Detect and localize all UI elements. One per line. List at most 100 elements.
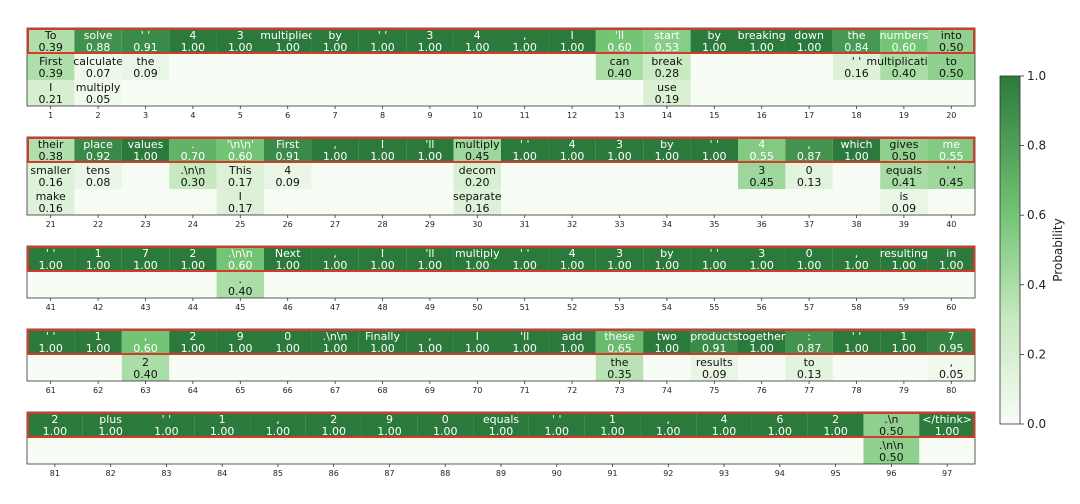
heatmap-cell <box>27 189 75 215</box>
probability-label: 1.00 <box>275 41 300 54</box>
probability-label: 1.00 <box>607 150 632 163</box>
position-tick: 10 <box>472 111 482 120</box>
token-label: 2 <box>832 413 839 426</box>
heatmap-row-2: their0.38smaller0.16make0.1621place0.92t… <box>26 136 976 229</box>
probability-label: 0.70 <box>181 150 206 163</box>
probability-label: 0.40 <box>892 67 917 80</box>
probability-label: 0.16 <box>38 176 63 189</box>
probability-label: 1.00 <box>560 150 585 163</box>
probability-label: 1.00 <box>749 342 774 355</box>
heatmap-cell <box>785 329 833 355</box>
heatmap-cell <box>927 54 975 80</box>
token-label: solve <box>84 29 113 42</box>
heatmap-cell <box>453 189 501 215</box>
probability-label: 1.00 <box>465 259 490 272</box>
token-label: I <box>476 330 479 343</box>
token-label: .\n\n <box>180 164 205 177</box>
token-label: ' ' <box>520 138 530 151</box>
position-tick: 72 <box>567 386 577 395</box>
probability-label: 1.00 <box>939 259 964 272</box>
position-tick: 28 <box>377 220 387 229</box>
probability-label: 1.00 <box>600 425 625 438</box>
heatmap-cell <box>358 28 407 54</box>
probability-label: 1.00 <box>935 425 960 438</box>
heatmap-cell <box>216 163 264 189</box>
position-tick: 41 <box>46 303 56 312</box>
heatmap-cell <box>696 412 752 438</box>
token-label: the <box>610 356 628 369</box>
heatmap-cell <box>927 163 975 189</box>
colorbar-label: Probability <box>1051 218 1065 281</box>
probability-label: 1.00 <box>86 342 111 355</box>
heatmap-cell <box>453 329 501 355</box>
token-label: which <box>840 138 872 151</box>
heatmap-cell <box>453 137 501 163</box>
token-label: multiply <box>76 81 121 94</box>
probability-label: 0.88 <box>86 41 111 54</box>
heatmap-cell <box>807 412 864 438</box>
token-label: '\n\n' <box>227 138 254 151</box>
heatmap-cell <box>74 246 122 272</box>
position-tick: 67 <box>330 386 340 395</box>
token-label: 7 <box>142 247 149 260</box>
position-tick: 43 <box>140 303 150 312</box>
heatmap-cell <box>216 246 264 272</box>
heatmap-cell <box>863 438 920 464</box>
position-tick: 87 <box>384 469 394 478</box>
position-tick: 62 <box>93 386 103 395</box>
heatmap-cell <box>74 54 122 80</box>
heatmap-cell <box>406 28 454 54</box>
heatmap-cell <box>643 246 691 272</box>
probability-label: 1.00 <box>210 425 235 438</box>
token-label: First <box>276 138 300 151</box>
heatmap-cell <box>927 355 975 381</box>
position-tick: 44 <box>188 303 198 312</box>
probability-label: 1.00 <box>43 425 68 438</box>
probability-label: 0.50 <box>939 41 964 54</box>
token-label: , <box>950 356 954 369</box>
position-tick: 26 <box>283 220 293 229</box>
token-label: , <box>855 247 859 260</box>
probability-label: 0.09 <box>133 67 158 80</box>
heatmap-cell <box>250 412 306 438</box>
token-label: .\n\n <box>323 330 348 343</box>
probability-label: 0.28 <box>655 67 680 80</box>
probability-label: 0.60 <box>133 342 158 355</box>
token-label: , <box>807 138 811 151</box>
heatmap-cell <box>138 412 195 438</box>
token-label: 4 <box>474 29 481 42</box>
heatmap-cell <box>595 246 644 272</box>
position-tick: 74 <box>662 386 672 395</box>
heatmap-cell <box>74 28 122 54</box>
heatmap-cell <box>27 28 75 54</box>
position-tick: 57 <box>804 303 814 312</box>
probability-label: 1.00 <box>844 259 869 272</box>
position-tick: 83 <box>161 469 171 478</box>
token-label: : <box>807 330 811 343</box>
probability-label: 0.91 <box>702 342 727 355</box>
heatmap-cell <box>880 246 928 272</box>
position-tick: 60 <box>946 303 956 312</box>
probability-label: 1.00 <box>712 425 737 438</box>
heatmap-cell <box>643 329 691 355</box>
probability-label: 0.35 <box>607 368 632 381</box>
position-tick: 3 <box>143 111 148 120</box>
token-label: , <box>333 138 337 151</box>
token-label: 4 <box>569 247 576 260</box>
position-tick: 8 <box>380 111 385 120</box>
token-label: 1 <box>900 330 907 343</box>
token-label: multiplication <box>866 55 941 68</box>
heatmap-cell <box>121 137 170 163</box>
position-tick: 14 <box>662 111 672 120</box>
token-label: ' ' <box>162 413 172 426</box>
token-label: I <box>49 81 52 94</box>
probability-label: 1.00 <box>702 259 727 272</box>
probability-label: 1.00 <box>266 425 291 438</box>
heatmap-cell <box>880 329 928 355</box>
heatmap-cell <box>785 137 833 163</box>
probability-label: 1.00 <box>98 425 123 438</box>
position-tick: 92 <box>663 469 673 478</box>
token-label: is <box>900 190 909 203</box>
position-tick: 22 <box>93 220 103 229</box>
probability-label: 0.09 <box>275 176 300 189</box>
